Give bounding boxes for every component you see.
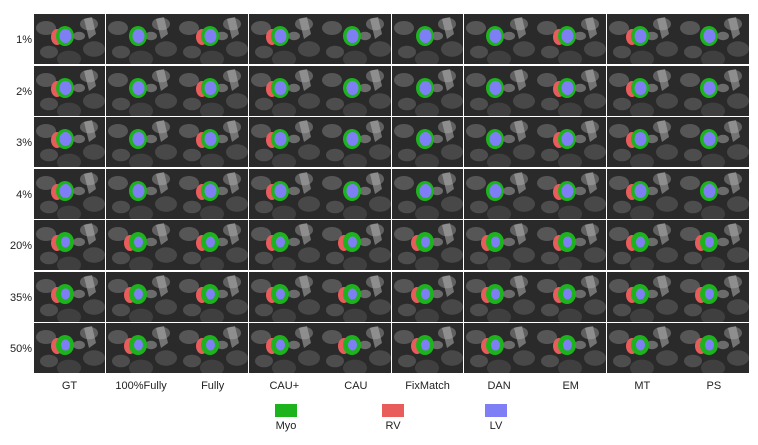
segmentation-image bbox=[606, 220, 678, 270]
segmentation-image bbox=[320, 220, 392, 270]
column-label: PS bbox=[706, 380, 722, 392]
segmentation-image bbox=[320, 65, 392, 116]
segmentation-image bbox=[177, 14, 249, 64]
row-label: 4% bbox=[16, 188, 32, 201]
segmentation-image bbox=[177, 220, 249, 270]
segmentation-image bbox=[678, 220, 750, 270]
segmentation-image bbox=[463, 323, 535, 373]
segmentation-image bbox=[463, 14, 535, 64]
segmentation-image bbox=[392, 271, 463, 322]
segmentation-image bbox=[606, 117, 678, 167]
segmentation-image bbox=[177, 117, 249, 167]
column-label: CAU bbox=[344, 380, 368, 392]
segmentation-image bbox=[535, 220, 607, 270]
column-label: 100%Fully bbox=[115, 380, 167, 392]
segmentation-image bbox=[392, 65, 463, 116]
segmentation-image bbox=[392, 168, 463, 219]
segmentation-image bbox=[606, 14, 678, 64]
segmentation-image bbox=[34, 220, 105, 270]
segmentation-image bbox=[34, 14, 105, 64]
segmentation-image bbox=[177, 65, 249, 116]
segmentation-image bbox=[105, 323, 177, 373]
segmentation-image bbox=[535, 168, 607, 219]
segmentation-image bbox=[105, 117, 177, 167]
segmentation-image bbox=[105, 65, 177, 116]
segmentation-image bbox=[248, 65, 320, 116]
segmentation-image bbox=[535, 117, 607, 167]
row-label: 35% bbox=[9, 291, 32, 304]
segmentation-image bbox=[463, 271, 535, 322]
segmentation-image bbox=[463, 168, 535, 219]
row-label: 1% bbox=[16, 34, 32, 46]
segmentation-image bbox=[248, 117, 320, 167]
segmentation-image bbox=[535, 323, 607, 373]
segmentation-image bbox=[320, 14, 392, 64]
segmentation-image bbox=[606, 168, 678, 219]
segmentation-image bbox=[248, 220, 320, 270]
segmentation-image bbox=[105, 271, 177, 322]
column-label: EM bbox=[562, 380, 579, 392]
segmentation-image bbox=[105, 168, 177, 219]
segmentation-image bbox=[678, 117, 750, 167]
row-label: 2% bbox=[16, 85, 32, 98]
segmentation-image bbox=[678, 323, 750, 373]
segmentation-image bbox=[535, 271, 607, 322]
segmentation-image bbox=[392, 323, 463, 373]
segmentation-image bbox=[248, 323, 320, 373]
segmentation-image bbox=[463, 220, 535, 270]
segmentation-image bbox=[463, 117, 535, 167]
segmentation-image bbox=[105, 14, 177, 64]
legend-swatch bbox=[275, 404, 297, 417]
column-label: FixMatch bbox=[405, 380, 450, 392]
column-label: GT bbox=[61, 380, 78, 392]
legend-label: LV bbox=[489, 420, 503, 432]
row-label: 3% bbox=[16, 137, 32, 149]
column-label: Fully bbox=[201, 380, 225, 392]
segmentation-image bbox=[678, 271, 750, 322]
segmentation-image bbox=[463, 65, 535, 116]
segmentation-image bbox=[392, 14, 463, 64]
segmentation-image bbox=[34, 323, 105, 373]
segmentation-image bbox=[105, 220, 177, 270]
segmentation-image bbox=[320, 168, 392, 219]
segmentation-image bbox=[177, 271, 249, 322]
segmentation-image bbox=[320, 117, 392, 167]
segmentation-image bbox=[320, 271, 392, 322]
segmentation-image bbox=[678, 168, 750, 219]
segmentation-image bbox=[34, 117, 105, 167]
segmentation-image bbox=[34, 271, 105, 322]
segmentation-image bbox=[392, 220, 463, 270]
legend-swatch bbox=[382, 404, 404, 417]
segmentation-image bbox=[34, 65, 105, 116]
segmentation-image bbox=[248, 271, 320, 322]
segmentation-image bbox=[320, 323, 392, 373]
row-label: 50% bbox=[9, 343, 32, 355]
column-label: DAN bbox=[487, 380, 511, 392]
segmentation-image bbox=[535, 65, 607, 116]
legend-swatch bbox=[485, 404, 507, 417]
segmentation-image bbox=[678, 14, 750, 64]
segmentation-image bbox=[606, 271, 678, 322]
legend-label: Myo bbox=[275, 420, 297, 432]
segmentation-image bbox=[34, 168, 105, 219]
legend-label: RV bbox=[385, 420, 401, 432]
segmentation-image bbox=[392, 117, 463, 167]
segmentation-image bbox=[248, 168, 320, 219]
column-label: CAU+ bbox=[269, 380, 300, 392]
column-label: MT bbox=[634, 380, 651, 392]
segmentation-image bbox=[177, 323, 249, 373]
segmentation-image bbox=[535, 14, 607, 64]
segmentation-image bbox=[606, 65, 678, 116]
segmentation-image bbox=[248, 14, 320, 64]
segmentation-image bbox=[606, 323, 678, 373]
row-label: 20% bbox=[9, 240, 32, 252]
segmentation-image bbox=[678, 65, 750, 116]
segmentation-image bbox=[177, 168, 249, 219]
